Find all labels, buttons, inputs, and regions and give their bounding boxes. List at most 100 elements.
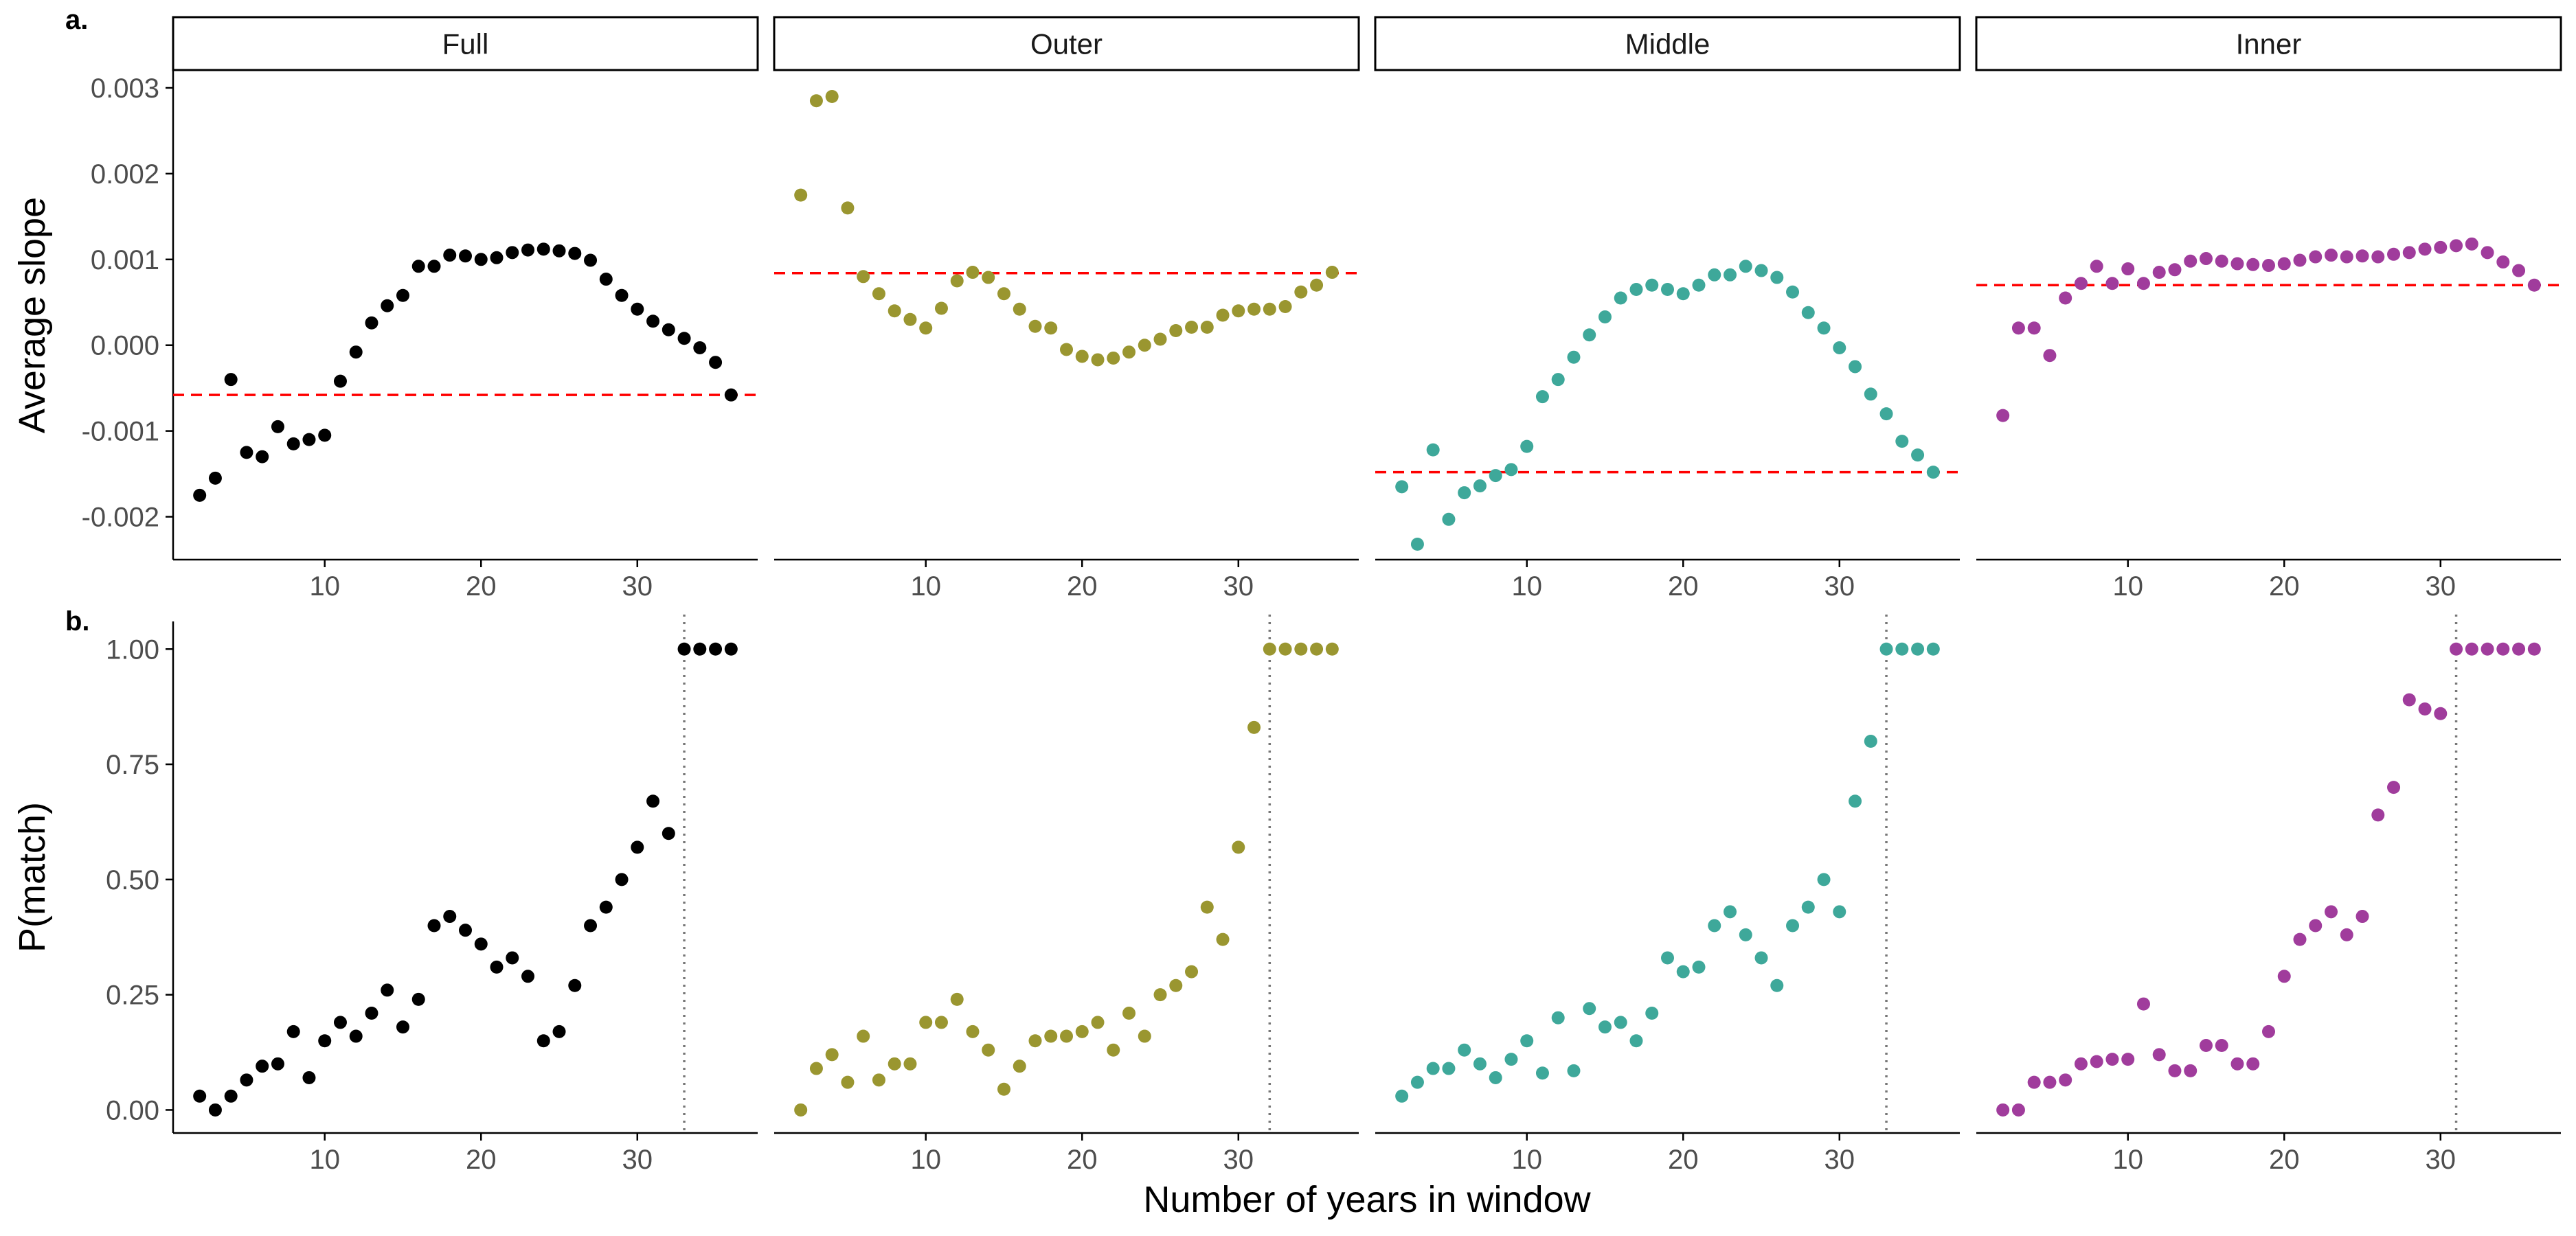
data-point-outer-b bbox=[825, 1048, 839, 1062]
data-point-inner-a bbox=[2277, 257, 2291, 271]
data-point-full-a bbox=[193, 488, 207, 502]
data-point-full-a bbox=[662, 323, 675, 336]
data-point-full-a bbox=[396, 288, 409, 302]
data-point-full-a bbox=[459, 249, 472, 263]
data-point-middle-a bbox=[1692, 278, 1706, 292]
data-point-inner-b bbox=[2246, 1057, 2260, 1071]
data-point-middle-b bbox=[1754, 951, 1768, 965]
data-point-outer-a bbox=[1247, 302, 1261, 316]
data-point-inner-b bbox=[2168, 1064, 2182, 1077]
data-point-full-a bbox=[443, 249, 457, 262]
data-point-middle-b bbox=[1661, 951, 1674, 965]
panel-label-b: b. bbox=[65, 606, 90, 637]
data-point-full-b bbox=[599, 900, 613, 914]
data-point-outer-b bbox=[1122, 1006, 1136, 1020]
data-point-inner-b bbox=[2277, 970, 2291, 983]
data-point-middle-b bbox=[1879, 642, 1893, 656]
data-point-outer-b bbox=[1294, 642, 1308, 656]
data-point-full-a bbox=[411, 260, 425, 273]
data-point-outer-b bbox=[841, 1075, 855, 1089]
data-point-middle-b bbox=[1864, 735, 1877, 748]
data-point-middle-b bbox=[1739, 928, 1752, 941]
data-point-inner-a bbox=[2465, 237, 2478, 251]
data-point-middle-a bbox=[1629, 283, 1643, 297]
data-point-outer-a bbox=[809, 94, 823, 108]
data-point-middle-b bbox=[1598, 1020, 1612, 1034]
data-point-middle-b bbox=[1395, 1089, 1409, 1103]
y-tick-label-a: -0.001 bbox=[82, 417, 159, 447]
data-point-outer-b bbox=[1028, 1034, 1042, 1048]
data-point-inner-a bbox=[2262, 259, 2275, 273]
data-point-full-a bbox=[302, 433, 316, 446]
data-point-outer-b bbox=[1138, 1029, 1151, 1043]
data-point-outer-b bbox=[966, 1025, 980, 1038]
data-point-full-a bbox=[256, 450, 269, 464]
data-point-inner-b bbox=[2090, 1055, 2103, 1068]
data-point-middle-b bbox=[1770, 978, 1784, 992]
data-point-middle-a bbox=[1911, 448, 1925, 462]
data-point-full-b bbox=[724, 642, 738, 656]
data-point-full-a bbox=[536, 242, 550, 256]
y-tick-label-b: 0.25 bbox=[106, 981, 159, 1011]
data-point-inner-a bbox=[2402, 246, 2416, 260]
x-tick-label-outer-b: 30 bbox=[1223, 1145, 1254, 1175]
data-point-full-a bbox=[349, 345, 363, 359]
data-point-inner-a bbox=[2387, 247, 2401, 261]
data-point-outer-b bbox=[1075, 1025, 1089, 1038]
data-point-outer-b bbox=[1232, 840, 1245, 854]
data-point-inner-a bbox=[2246, 258, 2260, 271]
data-point-middle-b bbox=[1458, 1043, 1471, 1057]
x-tick-label-inner-a: 10 bbox=[2112, 571, 2143, 602]
data-point-outer-a bbox=[1278, 300, 1292, 314]
data-point-outer-a bbox=[982, 271, 995, 284]
data-point-full-a bbox=[490, 251, 504, 264]
y-tick-label-b: 0.50 bbox=[106, 865, 159, 895]
data-point-inner-a bbox=[2011, 321, 2025, 335]
data-point-full-b bbox=[646, 794, 660, 808]
data-point-middle-a bbox=[1879, 407, 1893, 421]
data-point-middle-b bbox=[1426, 1062, 1440, 1075]
data-point-inner-b bbox=[1996, 1103, 2010, 1117]
data-point-middle-b bbox=[1489, 1071, 1502, 1084]
data-point-middle-a bbox=[1395, 480, 1409, 494]
data-point-inner-a bbox=[2293, 253, 2307, 267]
data-point-full-b bbox=[568, 978, 582, 992]
data-point-inner-b bbox=[2262, 1025, 2275, 1038]
data-point-middle-b bbox=[1724, 905, 1737, 919]
data-point-full-a bbox=[521, 243, 535, 257]
data-point-full-a bbox=[474, 253, 488, 266]
data-point-inner-b bbox=[2434, 707, 2448, 720]
data-point-middle-b bbox=[1614, 1016, 1627, 1029]
data-point-inner-b bbox=[2340, 928, 2353, 941]
x-tick-label-outer-b: 20 bbox=[1067, 1145, 1098, 1175]
data-point-inner-a bbox=[2136, 277, 2150, 290]
y-tick-label-b: 0.00 bbox=[106, 1095, 159, 1125]
data-point-outer-a bbox=[950, 274, 964, 288]
x-tick-label-inner-b: 10 bbox=[2112, 1145, 2143, 1175]
x-axis-title: Number of years in window bbox=[1143, 1179, 1591, 1220]
data-point-outer-b bbox=[1216, 932, 1230, 946]
data-point-full-a bbox=[693, 341, 707, 354]
x-tick-label-outer-a: 20 bbox=[1067, 571, 1098, 602]
x-tick-label-full-b: 10 bbox=[309, 1145, 340, 1175]
data-point-outer-b bbox=[950, 992, 964, 1006]
data-point-full-b bbox=[240, 1073, 253, 1087]
data-point-inner-b bbox=[2152, 1048, 2166, 1062]
data-point-outer-a bbox=[1138, 339, 1151, 352]
data-point-middle-a bbox=[1458, 486, 1471, 500]
data-point-middle-b bbox=[1442, 1062, 1456, 1075]
data-point-middle-b bbox=[1520, 1034, 1534, 1048]
y-tick-label-b: 1.00 bbox=[106, 634, 159, 665]
y-axis-title-b: P(match) bbox=[12, 802, 53, 952]
data-point-outer-a bbox=[934, 301, 948, 315]
data-point-middle-b bbox=[1567, 1064, 1581, 1077]
data-point-outer-b bbox=[1044, 1029, 1058, 1043]
data-point-middle-a bbox=[1801, 306, 1815, 319]
data-point-full-b bbox=[396, 1020, 409, 1034]
data-point-outer-b bbox=[919, 1016, 933, 1029]
x-tick-label-middle-b: 10 bbox=[1511, 1145, 1542, 1175]
data-point-outer-a bbox=[919, 321, 933, 335]
data-point-inner-a bbox=[2340, 250, 2353, 264]
data-point-full-a bbox=[506, 246, 519, 260]
data-point-inner-a bbox=[2090, 260, 2103, 273]
